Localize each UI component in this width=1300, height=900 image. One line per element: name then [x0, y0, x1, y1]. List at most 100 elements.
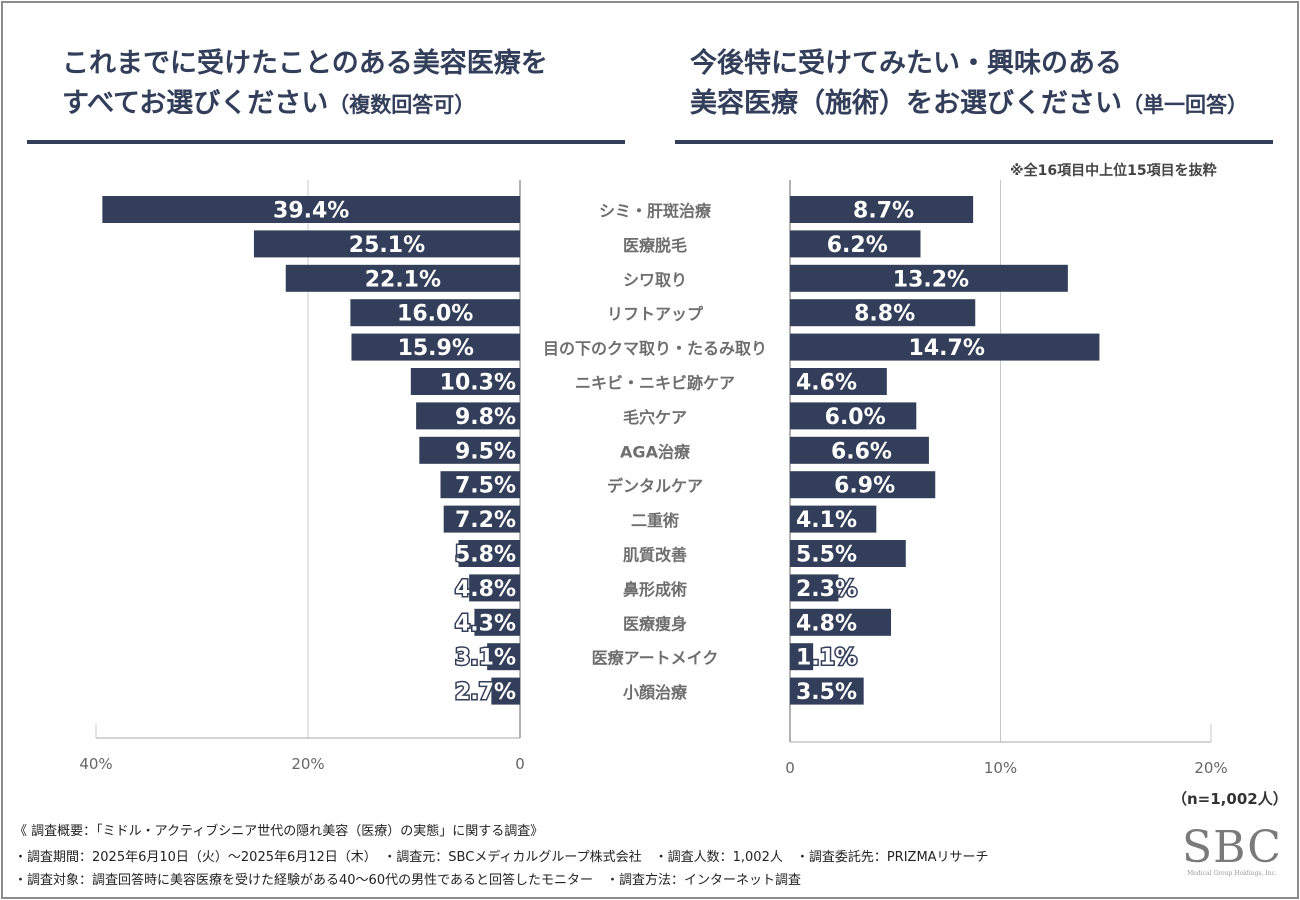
right-bar-label: 4.1%: [796, 508, 857, 533]
left-bar: [469, 574, 520, 602]
right-bar-label: 4.8%: [796, 611, 857, 636]
category-label: 毛穴ケア: [623, 408, 687, 427]
right-title-rule: [675, 140, 1273, 144]
logo-text: SBC: [1182, 822, 1282, 873]
category-label: シワ取り: [623, 270, 687, 289]
left-bar: [443, 505, 520, 533]
extraction-note: ※全16項目中上位15項目を抜粋: [1010, 163, 1217, 179]
left-bar: [491, 677, 520, 705]
left-bar-label: 5.8%: [455, 543, 516, 568]
right-bar: [790, 574, 839, 602]
right-bar-label: 2.3%: [796, 577, 857, 602]
left-xtick-label: 20%: [291, 755, 324, 773]
category-label: 目の下のクマ取り・たるみ取り: [543, 339, 767, 358]
right-xtick-label: 0: [785, 759, 795, 777]
right-bar-label: 5.5%: [796, 543, 857, 568]
left-bar: [440, 471, 520, 499]
right-title-line2: 美容医療（施術）をお選びください: [690, 88, 1122, 119]
right-bar: [790, 264, 1068, 292]
right-bar-label: 13.2%: [893, 267, 969, 292]
category-label: 二重術: [631, 511, 679, 530]
right-title-suffix: （単一回答）: [1122, 93, 1248, 117]
right-bar: [790, 196, 974, 223]
survey-target: ・調査対象：調査回答時に美容医療を受けた経験がある40〜60代の男性であると回答…: [14, 873, 801, 888]
category-label: 肌質改善: [623, 546, 687, 565]
right-bar: [790, 471, 936, 499]
right-bar-label: 1.1%: [796, 646, 857, 671]
category-label: シミ・肝斑治療: [599, 202, 712, 221]
logo-subtext: Medical Group Holdings, Inc.: [1187, 870, 1277, 877]
left-xtick-label: 40%: [79, 755, 112, 773]
right-bar-label: 6.6%: [831, 439, 892, 464]
right-chart-title: 今後特に受けてみたい・興味のある 美容医療（施術）をお選びください（単一回答）: [690, 44, 1248, 125]
left-bar: [350, 299, 520, 327]
survey-details: ・調査期間：2025年6月10日（火）〜2025年6月12日（木） ・調査元：S…: [14, 850, 989, 865]
category-label: ニキビ・ニキビ跡ケア: [575, 374, 735, 393]
left-bar-label: 2.7%: [455, 680, 516, 705]
right-bar: [790, 608, 892, 636]
left-bar-label: 39.4%: [273, 199, 349, 224]
right-bar: [790, 230, 921, 258]
left-bar-label: 15.9%: [398, 336, 474, 361]
right-bar: [790, 505, 877, 533]
right-bar: [790, 643, 814, 671]
left-bar: [253, 230, 520, 258]
right-bar-label: 6.2%: [827, 233, 888, 258]
left-bar-label: 25.1%: [349, 233, 425, 258]
left-bar: [285, 264, 520, 292]
sbc-logo: SBC Medical Group Holdings, Inc.: [1176, 826, 1288, 878]
category-label: 鼻形成術: [623, 580, 687, 599]
left-bar-label: 3.1%: [455, 646, 516, 671]
category-label: リフトアップ: [607, 305, 704, 324]
left-title-line1: これまでに受けたことのある美容医療を: [62, 48, 548, 79]
left-bar: [474, 608, 520, 636]
left-bar-label: 9.5%: [455, 439, 516, 464]
left-bar-label: 7.2%: [455, 508, 516, 533]
right-bar-label: 8.7%: [853, 199, 914, 224]
right-bar: [790, 402, 917, 430]
left-title-rule: [27, 140, 625, 144]
right-bar: [790, 436, 929, 464]
right-bar-label: 3.5%: [796, 680, 857, 705]
right-bar: [790, 540, 906, 567]
left-bar-label: 7.5%: [455, 474, 516, 499]
category-label: AGA治療: [620, 442, 691, 461]
right-bar: [790, 299, 976, 327]
right-bar: [790, 677, 864, 705]
left-chart-title: これまでに受けたことのある美容医療を すべてお選びください（複数回答可）: [62, 44, 548, 125]
left-bar-label: 22.1%: [365, 267, 441, 292]
sample-size: （n=1,002人）: [1172, 790, 1288, 808]
category-label: デンタルケア: [607, 477, 703, 496]
category-label: 医療アートメイク: [592, 649, 719, 668]
category-label: 医療痩身: [623, 614, 687, 633]
left-bar: [416, 402, 520, 430]
right-title-line1: 今後特に受けてみたい・興味のある: [690, 48, 1122, 79]
left-bar-label: 4.8%: [455, 577, 516, 602]
left-bar: [458, 540, 520, 567]
left-bar-label: 10.3%: [440, 371, 516, 396]
left-bar: [419, 436, 520, 464]
right-bar: [790, 333, 1100, 361]
right-xtick-label: 10%: [984, 759, 1017, 777]
left-bar: [410, 368, 520, 395]
category-label: 小顔治療: [623, 683, 688, 702]
right-bar-label: 6.9%: [834, 474, 895, 499]
left-title-line2: すべてお選びください: [62, 88, 329, 119]
left-bar: [351, 333, 520, 361]
right-bar-label: 14.7%: [909, 336, 985, 361]
left-title-suffix: （複数回答可）: [328, 93, 476, 117]
right-bar-label: 8.8%: [854, 302, 915, 327]
left-xtick-label: 0: [515, 755, 525, 773]
survey-heading: 《 調査概要：「ミドル・アクティブシニア世代の隠れ美容（医療）の実態」に関する調…: [14, 824, 544, 839]
left-bar: [102, 196, 521, 223]
right-xtick-label: 20%: [1194, 759, 1227, 777]
right-bar-label: 4.6%: [796, 371, 857, 396]
right-bar-label: 6.0%: [825, 405, 886, 430]
category-label: 医療脱毛: [623, 236, 687, 255]
left-bar-label: 16.0%: [397, 302, 473, 327]
left-bar-label: 9.8%: [455, 405, 516, 430]
right-bar: [790, 368, 887, 395]
chart-canvas: 40% 20% 0 0 10% 20% 39.4% シミ・肝斑治療 8.7% 25.1% 医療脱毛 6…: [79, 180, 1228, 777]
left-bar: [487, 643, 520, 671]
